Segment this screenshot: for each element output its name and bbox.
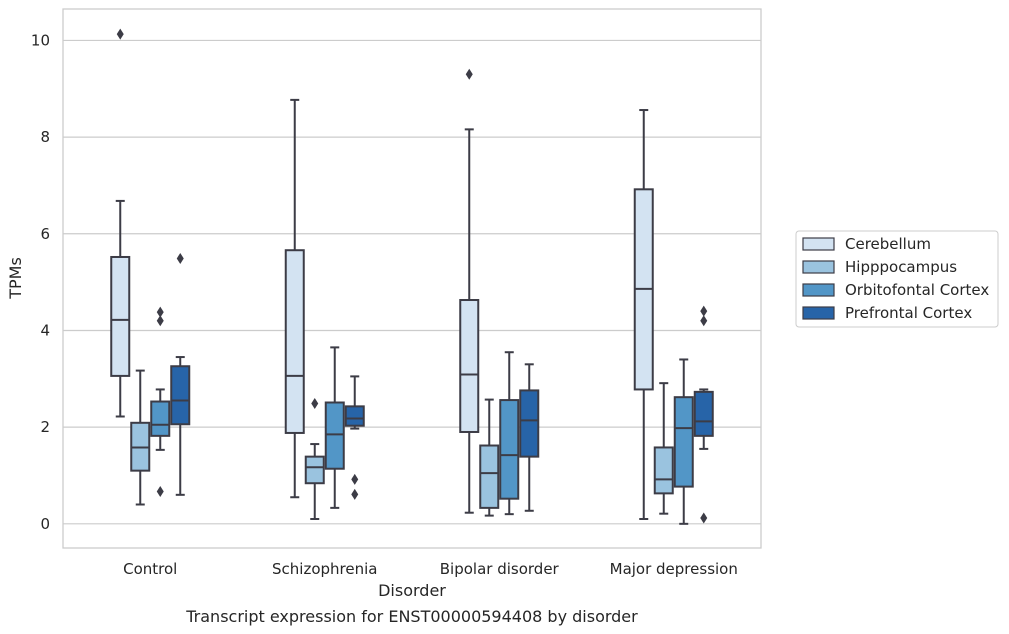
outlier-point <box>700 315 708 327</box>
box-iqr <box>324 401 345 470</box>
outlier-point <box>465 68 473 80</box>
box-prefrontal-cortex <box>170 252 191 496</box>
legend-swatch <box>802 283 835 297</box>
legend-label: Orbitofontal Cortex <box>845 281 989 299</box>
plot-frame <box>62 8 762 549</box>
box-iqr <box>284 249 305 434</box>
box-iqr <box>693 390 714 437</box>
outlier-point <box>351 473 359 485</box>
x-tick-label: Control <box>123 560 177 578</box>
outlier-point <box>156 315 164 327</box>
box-cerebellum <box>633 109 654 520</box>
box-groups <box>110 28 714 525</box>
x-tick-label: Schizophrenia <box>272 560 377 578</box>
chart-caption: Transcript expression for ENST0000059440… <box>185 607 638 626</box>
legend-label: Cerebellum <box>845 235 931 253</box>
y-tick-label: 8 <box>40 128 50 146</box>
box-prefrontal-cortex <box>693 305 714 524</box>
outlier-point <box>116 28 124 40</box>
legend-swatch <box>802 260 835 274</box>
box-orbitofontal-cortex <box>150 306 171 497</box>
outlier-point <box>700 512 708 524</box>
x-tick-label: Bipolar disorder <box>440 560 560 578</box>
x-tick-label: Major depression <box>610 560 738 578</box>
box-hipppocampus <box>130 369 151 506</box>
outlier-point <box>700 305 708 317</box>
box-orbitofontal-cortex <box>499 351 520 516</box>
y-tick-label: 10 <box>31 31 50 49</box>
box-hipppocampus <box>653 382 674 515</box>
box-iqr <box>150 400 171 437</box>
box-iqr <box>479 444 500 509</box>
box-hipppocampus <box>304 397 325 520</box>
box-orbitofontal-cortex <box>324 346 345 509</box>
legend-frame <box>795 230 999 328</box>
box-iqr <box>110 255 131 377</box>
y-tick-label: 6 <box>40 225 50 243</box>
box-cerebellum <box>110 28 131 418</box>
y-tick-labels: 0 2 4 6 8 10 <box>31 31 50 532</box>
outlier-point <box>176 252 184 264</box>
outlier-point <box>156 485 164 497</box>
box-iqr <box>344 405 365 427</box>
outlier-point <box>156 306 164 318</box>
outlier-point <box>311 397 319 409</box>
legend-label: Prefrontal Cortex <box>845 304 972 322</box>
legend-swatch <box>802 306 835 320</box>
y-tick-label: 0 <box>40 515 50 533</box>
box-iqr <box>653 446 674 495</box>
legend-swatch <box>802 237 835 251</box>
box-iqr <box>170 365 191 426</box>
box-orbitofontal-cortex <box>673 358 694 525</box>
x-axis-label: Disorder <box>378 581 446 600</box>
y-tick-label: 2 <box>40 418 50 436</box>
box-prefrontal-cortex <box>344 375 365 500</box>
outlier-point <box>351 488 359 500</box>
box-iqr <box>673 396 694 488</box>
y-tick-label: 4 <box>40 321 50 339</box>
box-iqr <box>519 389 540 458</box>
box-iqr <box>499 399 520 500</box>
x-tick-labels: Control Schizophrenia Bipolar disorder Majo… <box>123 560 738 578</box>
box-cerebellum <box>284 98 305 499</box>
y-axis-label: TPMs <box>6 257 25 300</box>
box-iqr <box>304 455 325 485</box>
box-prefrontal-cortex <box>519 363 540 512</box>
legend: Cerebellum Hipppocampus Orbitofontal Corte… <box>795 230 999 328</box>
box-iqr <box>459 299 480 433</box>
legend-label: Hipppocampus <box>845 258 957 276</box>
box-hipppocampus <box>479 398 500 517</box>
box-cerebellum <box>459 68 480 514</box>
